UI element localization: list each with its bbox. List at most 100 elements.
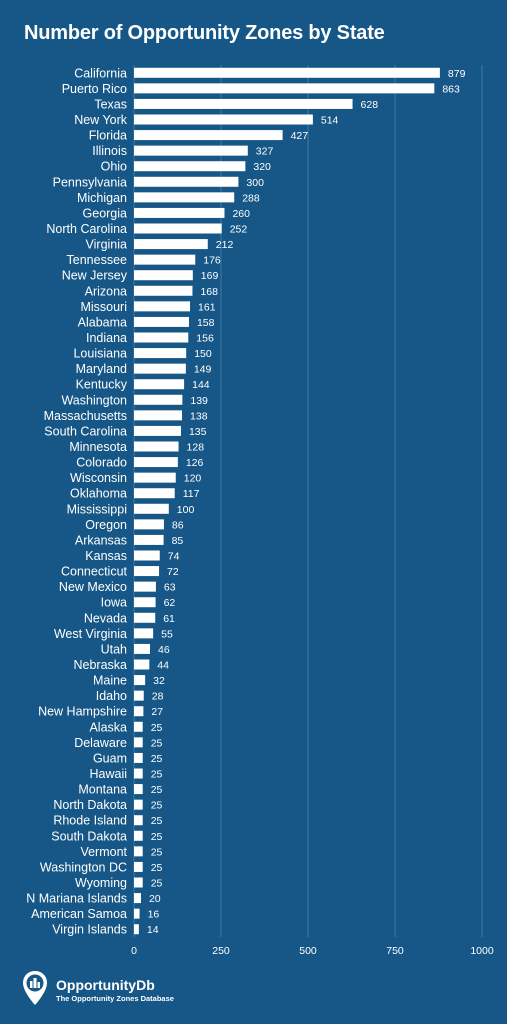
bar [134, 908, 140, 919]
value-label: 25 [151, 800, 163, 812]
category-label: Arizona [85, 284, 127, 298]
category-label: Virginia [86, 238, 128, 252]
category-label: Pennsylvania [53, 175, 127, 189]
value-label: 260 [232, 208, 250, 220]
value-label: 86 [172, 519, 184, 531]
value-label: 138 [190, 410, 208, 422]
bar [134, 363, 186, 374]
category-label: Washington [61, 393, 127, 407]
value-label: 514 [321, 115, 339, 127]
category-label: Minnesota [69, 440, 127, 454]
footer-brand[interactable]: OpportunityDb The Opportunity Zones Data… [22, 970, 174, 1011]
category-label: Connecticut [61, 565, 128, 579]
value-label: 16 [148, 909, 160, 921]
category-label: Missouri [80, 300, 127, 314]
value-label: 300 [246, 177, 264, 189]
bar [134, 410, 183, 421]
value-label: 25 [151, 784, 163, 796]
value-label: 158 [197, 317, 215, 329]
category-label: Washington DC [40, 860, 127, 874]
bar [134, 675, 146, 686]
map-pin-city-icon [22, 970, 48, 1011]
brand-tagline: The Opportunity Zones Database [56, 993, 174, 1003]
value-label: 176 [203, 255, 221, 267]
value-label: 427 [291, 130, 309, 142]
bar [134, 223, 222, 234]
value-label: 85 [172, 535, 184, 547]
bar [134, 519, 164, 530]
bar [134, 737, 143, 748]
bar [134, 534, 164, 545]
bar [134, 893, 141, 904]
category-label: South Dakota [51, 829, 127, 843]
category-label: Texas [94, 97, 127, 111]
category-label: Virgin Islands [52, 923, 127, 937]
bar [134, 706, 144, 717]
value-label: 63 [164, 582, 176, 594]
x-tick-label: 250 [212, 945, 230, 957]
category-label: American Samoa [31, 907, 127, 921]
bar [134, 379, 185, 390]
value-label: 156 [196, 333, 214, 345]
bar [134, 830, 143, 841]
value-label: 139 [190, 395, 208, 407]
category-label: Wyoming [75, 876, 127, 890]
category-label: North Dakota [53, 798, 127, 812]
category-label: Puerto Rico [62, 82, 127, 96]
category-label: California [74, 66, 127, 80]
bar [134, 550, 160, 561]
value-label: 161 [198, 301, 216, 313]
bar [134, 643, 151, 654]
value-label: 327 [256, 146, 274, 158]
value-label: 28 [152, 691, 164, 703]
category-label: Rhode Island [53, 814, 127, 828]
category-label: New Jersey [62, 269, 128, 283]
value-label: 25 [151, 737, 163, 749]
category-label: West Virginia [54, 627, 127, 641]
bar [134, 114, 313, 125]
value-label: 252 [230, 224, 248, 236]
category-label: Arkansas [75, 533, 127, 547]
value-label: 628 [361, 99, 379, 111]
value-label: 46 [158, 644, 170, 656]
bar [134, 130, 283, 141]
category-label: Iowa [101, 596, 127, 610]
value-label: 25 [151, 815, 163, 827]
x-tick-label: 1000 [470, 945, 494, 957]
category-label: Montana [78, 783, 127, 797]
value-label: 144 [192, 379, 210, 391]
bar [134, 752, 143, 763]
category-label: N Mariana Islands [26, 892, 127, 906]
bar [134, 612, 156, 623]
category-label: Massachusetts [44, 409, 127, 423]
category-label: Michigan [77, 191, 127, 205]
chart-title: Number of Opportunity Zones by State [24, 22, 385, 44]
bar [134, 488, 175, 499]
bar [134, 207, 225, 218]
value-label: 135 [189, 426, 207, 438]
value-label: 150 [194, 348, 212, 360]
value-label: 32 [153, 675, 165, 687]
category-label: Tennessee [67, 253, 128, 267]
value-labels: 8798636285144273273203002882602522121761… [147, 68, 466, 936]
category-label: New Hampshire [38, 705, 127, 719]
bar [134, 301, 191, 312]
bar [134, 503, 169, 514]
category-label: Kansas [85, 549, 127, 563]
bar [134, 472, 176, 483]
category-label: Maryland [76, 362, 127, 376]
value-label: 27 [151, 706, 163, 718]
category-label: Illinois [92, 144, 127, 158]
bar [134, 425, 181, 436]
bar [134, 784, 143, 795]
category-label: Alaska [89, 720, 127, 734]
bar [134, 659, 150, 670]
value-label: 879 [448, 68, 466, 80]
category-label: Wisconsin [70, 471, 127, 485]
value-label: 169 [201, 270, 219, 282]
value-label: 62 [164, 597, 176, 609]
value-label: 25 [151, 862, 163, 874]
x-axis-ticks: 0 250 500 750 1000 [131, 945, 494, 957]
category-label: Maine [93, 674, 127, 688]
